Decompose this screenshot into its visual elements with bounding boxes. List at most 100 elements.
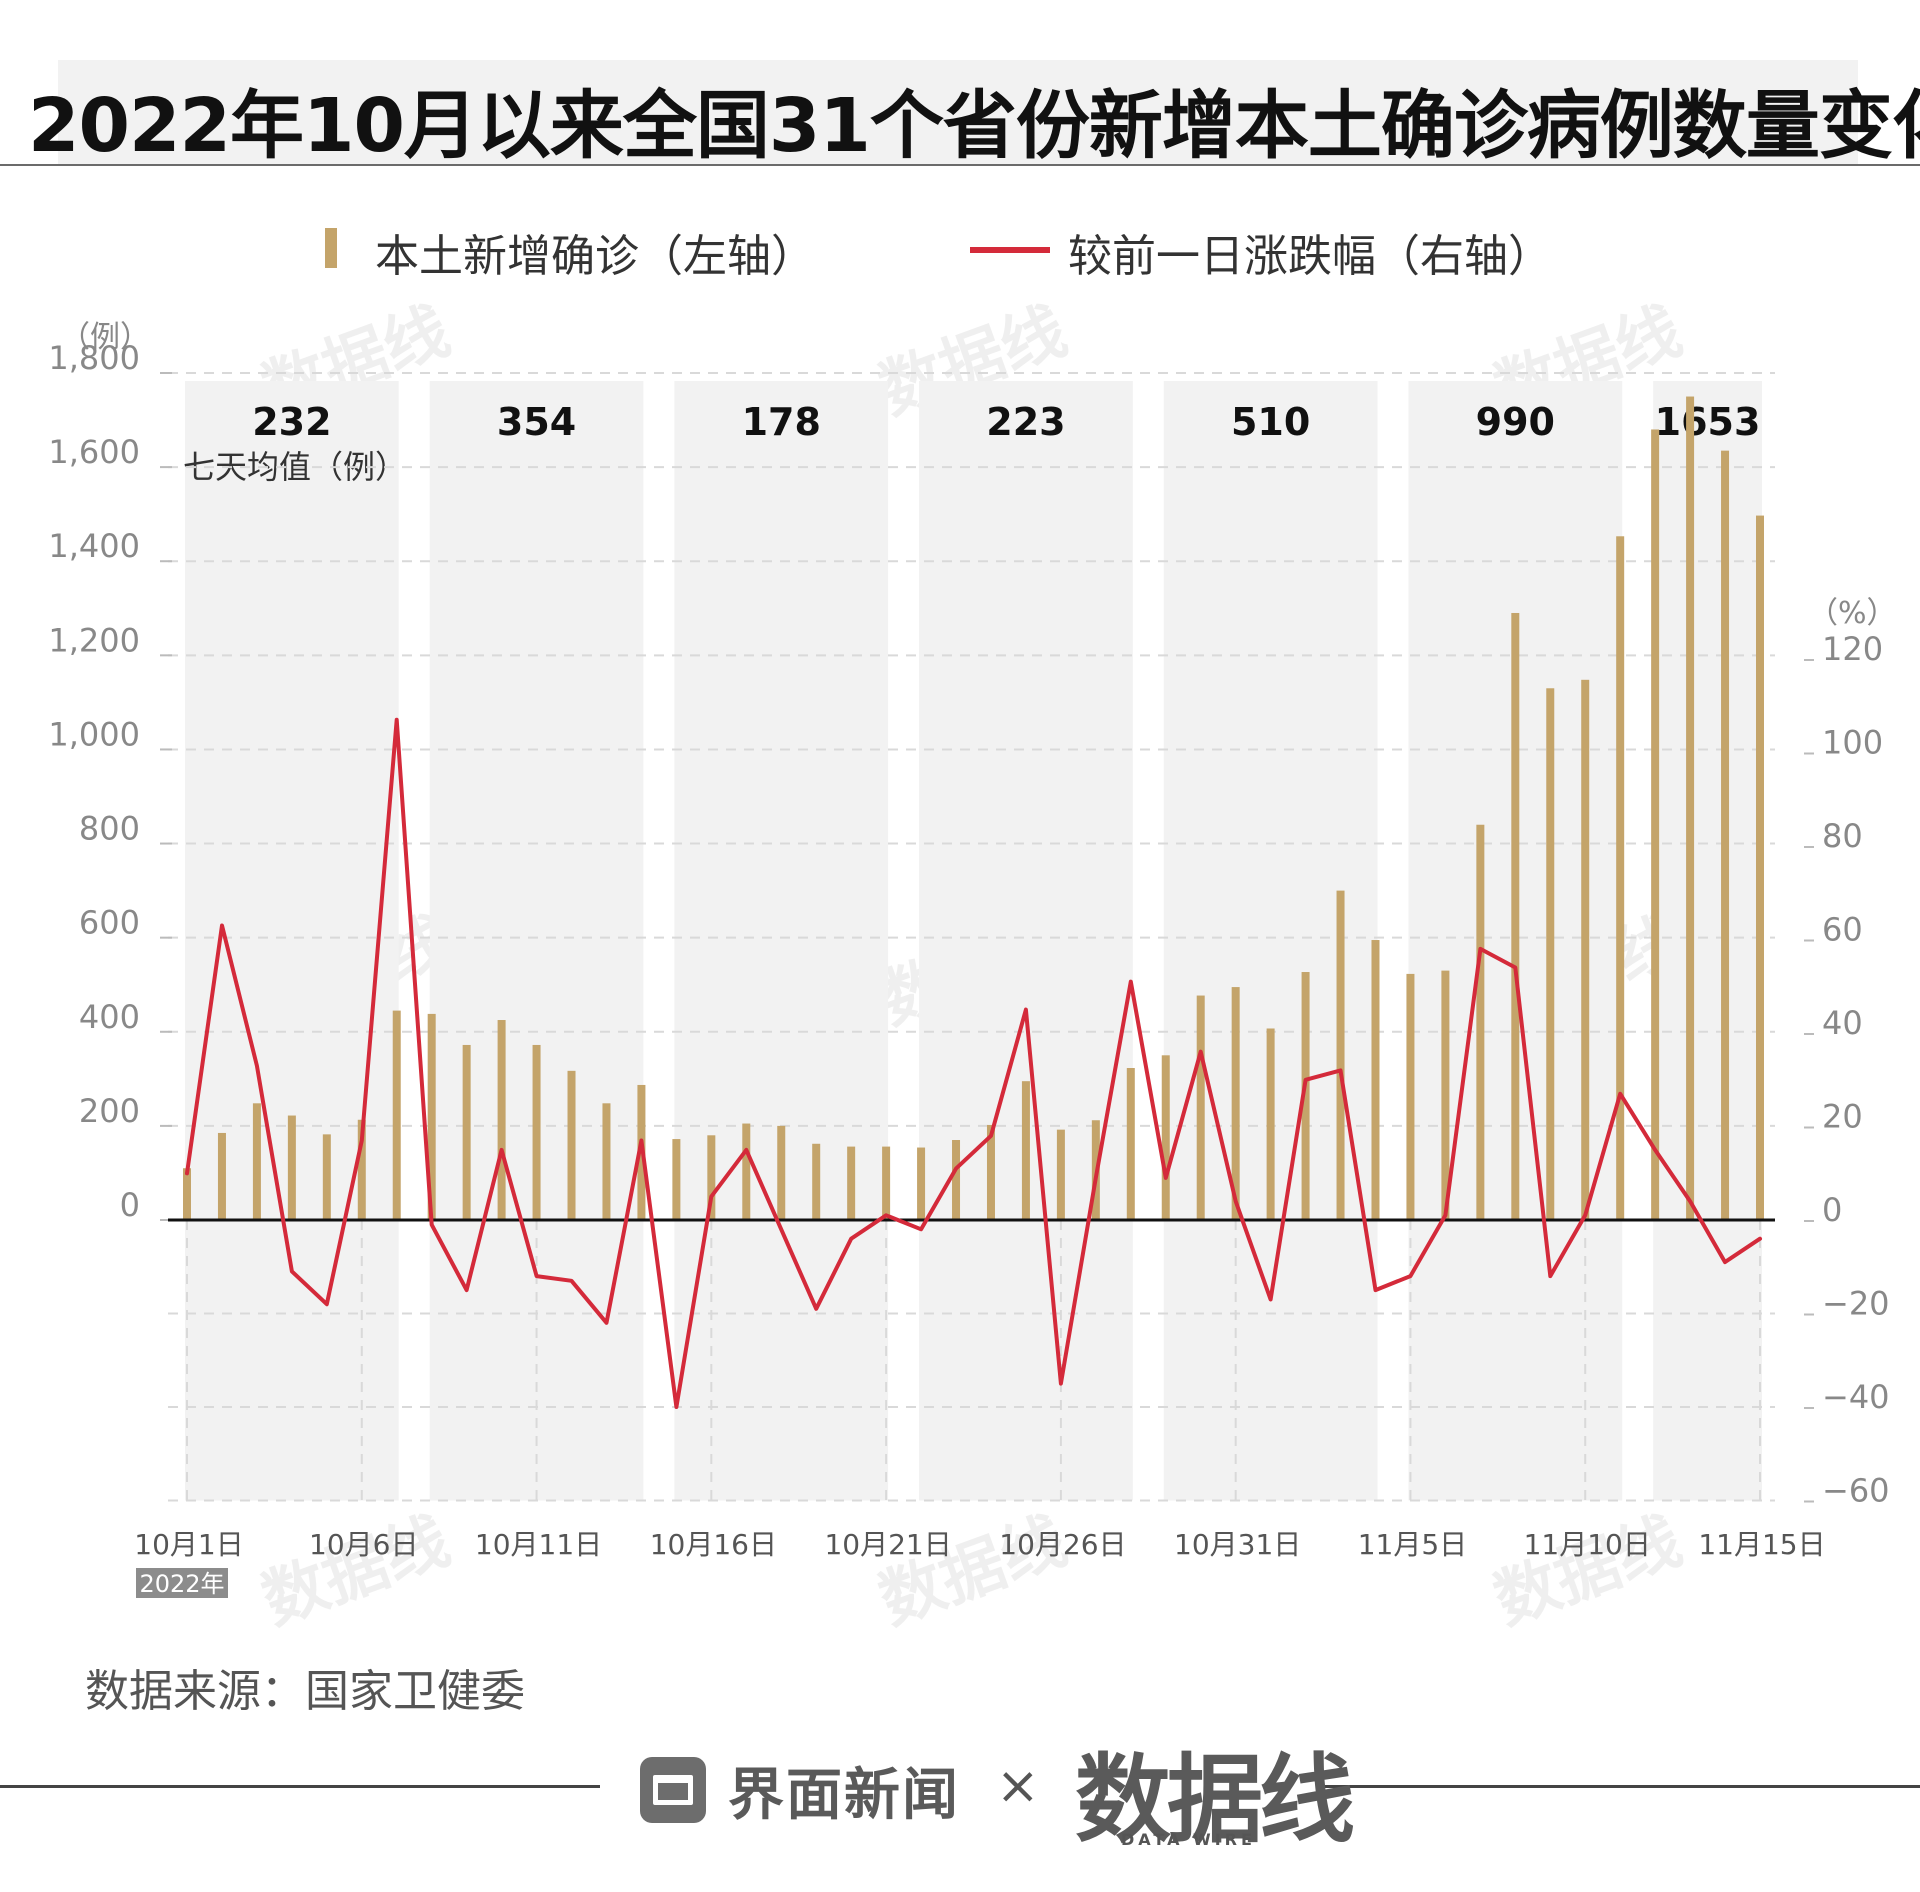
left-axis-tick-label: 1,400 [48,527,140,565]
footer-divider-left [0,1785,600,1788]
left-axis-tick-label: 0 [120,1186,140,1224]
week-band-3 [674,381,889,1501]
brand-outlet-name: 界面新闻 [728,1762,960,1828]
bar [1721,450,1730,1220]
bar [1021,1081,1030,1220]
bar [847,1146,856,1220]
bar [322,1134,331,1220]
bar [1406,973,1415,1220]
right-axis-tick-label: −20 [1822,1285,1890,1323]
bar [1056,1129,1065,1220]
title-divider [0,164,1920,166]
legend-bar-label: 本土新增确诊（左轴） [375,231,815,282]
footer-divider-right [1325,1785,1920,1788]
weekly-avg-value: 990 [1476,400,1555,444]
bar [1336,890,1345,1220]
bar [742,1123,751,1220]
bar [1301,972,1310,1220]
bar [392,1010,401,1220]
weekly-avg-value: 178 [742,400,821,444]
week-band-5 [1163,381,1378,1501]
bar [1756,515,1764,1220]
bar [567,1070,576,1220]
right-axis-tick-label: 80 [1822,817,1863,855]
bar [1616,536,1625,1220]
datawire-logo-text: 数据线 [1075,1744,1355,1856]
bar [777,1125,786,1220]
bar [1441,970,1450,1220]
left-axis-unit: （例） [60,320,150,355]
weekly-avg-value: 223 [986,400,1065,444]
datawire-logo-subtext: DATA WIRE [1121,1830,1256,1849]
bar [427,1013,436,1220]
bar [602,1103,611,1220]
weekly-avg-value: 510 [1231,400,1310,444]
legend-line-swatch [970,247,1050,253]
brand-separator: × [996,1756,1040,1816]
chart-title: 2022年10月以来全国31个省份新增本土确诊病例数量变化 [28,83,1920,169]
bar [357,1119,366,1220]
jiemian-logo-icon [640,1757,706,1823]
bar [217,1132,226,1220]
right-axis-unit: （%） [1808,596,1897,631]
left-axis-tick-label: 400 [79,998,140,1036]
year-badge-bg [136,1568,228,1598]
week-band-7 [1653,381,1762,1501]
x-axis-tick-label: 10月16日 [650,1528,777,1561]
brand-jiemian: 界面新闻 [640,1750,960,1830]
right-axis-tick-label: 100 [1822,724,1883,762]
x-axis-tick-label: 10月1日 [134,1528,243,1561]
right-axis-tick-label: 0 [1822,1191,1842,1229]
bar [287,1115,296,1220]
right-axis-tick-label: −60 [1822,1472,1890,1510]
bar [952,1140,961,1220]
bar [1126,1068,1135,1220]
left-axis-tick-label: 200 [79,1092,140,1130]
left-axis-tick-label: 800 [79,810,140,848]
bar [1266,1028,1275,1220]
right-axis-tick-label: 20 [1822,1098,1863,1136]
bar [812,1143,821,1220]
bar [1371,940,1380,1220]
left-axis-tick-label: 1,800 [48,339,140,377]
x-axis-tick-label: 10月26日 [999,1528,1126,1561]
data-source: 数据来源：国家卫健委 [85,1666,525,1717]
x-axis-tick-label: 10月6日 [309,1528,418,1561]
weekly-avg-value: 1653 [1655,400,1761,444]
right-axis-tick-label: −40 [1822,1378,1890,1416]
x-axis-tick-label: 10月11日 [475,1528,602,1561]
left-axis-tick-label: 1,600 [48,433,140,471]
x-axis-tick-label: 10月31日 [1174,1528,1301,1561]
year-badge: 2022年 [139,1570,224,1598]
change-rate-line [185,717,1762,1409]
bar [882,1146,891,1220]
x-axis-tick-label: 11月10日 [1524,1528,1651,1561]
bar [1651,429,1660,1220]
bar [707,1135,716,1220]
bar [1196,995,1205,1220]
weekly-avg-value: 354 [497,400,576,444]
bar [497,1020,506,1220]
bar [917,1147,926,1220]
bar [183,1168,191,1220]
week-band-1 [185,381,399,1501]
left-axis-tick-label: 600 [79,904,140,942]
bar [672,1139,681,1220]
bar [1511,612,1520,1220]
right-axis-tick-label: 60 [1822,911,1863,949]
bar [1161,1055,1170,1220]
bar [252,1103,261,1220]
bar [1231,987,1240,1220]
bar [1476,824,1485,1220]
bar [462,1044,471,1220]
title-band [58,60,1858,165]
bar [532,1044,541,1220]
bar [1546,688,1555,1220]
weekly-avg-value: 232 [252,400,331,444]
legend-bar-swatch [325,228,337,268]
x-axis-tick-label: 10月21日 [824,1528,951,1561]
left-axis-tick-label: 1,200 [48,621,140,659]
legend-line-label: 较前一日涨跌幅（右轴） [1068,231,1552,282]
bar [1686,396,1695,1220]
x-axis-tick-label: 11月5日 [1358,1528,1467,1561]
